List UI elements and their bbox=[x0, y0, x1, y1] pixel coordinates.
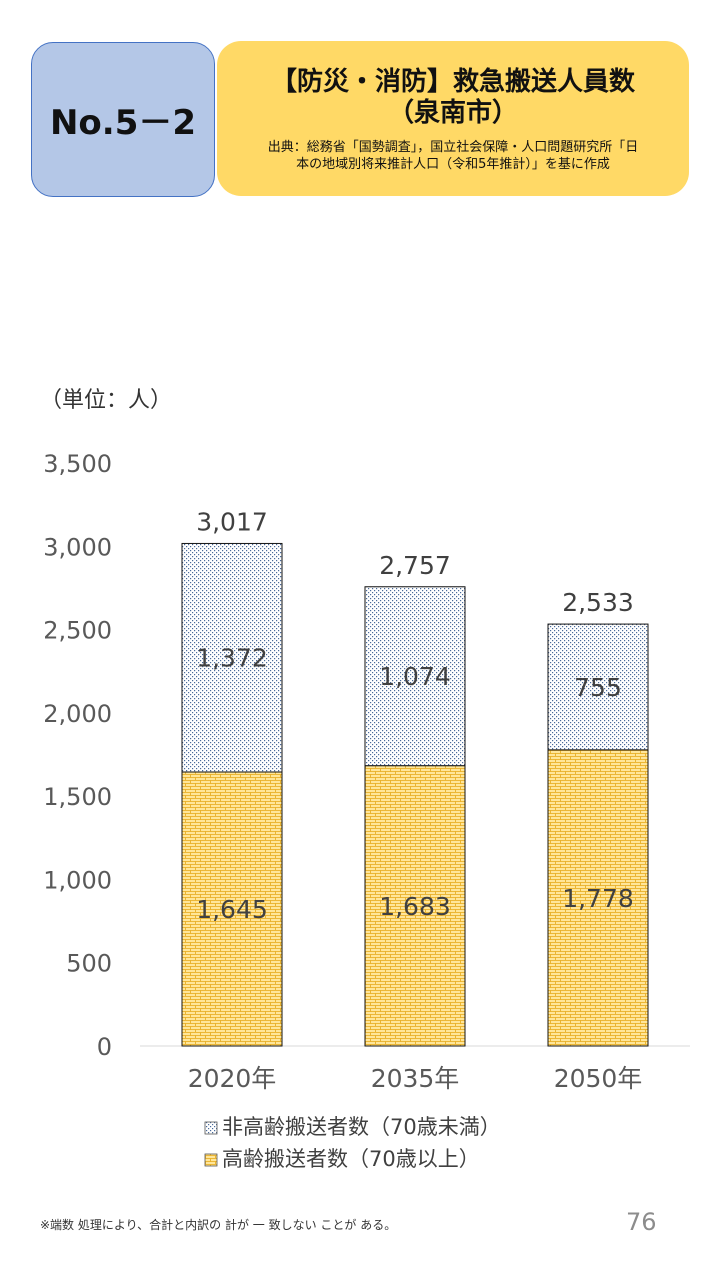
data-label-elderly: 1,683 bbox=[379, 892, 451, 921]
y-tick-label: 500 bbox=[66, 950, 112, 978]
bar-non-elderly bbox=[181, 542, 283, 773]
bar-non-elderly bbox=[547, 623, 649, 751]
footnote: ※端数 処理により、合計と内訳の 計が 一 致しない ことが ある。 bbox=[40, 1218, 397, 1232]
chart-title-line1: 【防災・消防】救急搬送人員数 bbox=[270, 67, 635, 97]
x-tick-label: 2020年 bbox=[188, 1064, 277, 1093]
stacked-bar-chart: 0 500 1,000 1,500 2,000 2,500 3,000 3,500 1,645… bbox=[43, 450, 690, 1171]
chart-number: No.5－2 bbox=[49, 103, 197, 143]
y-axis: 0 500 1,000 1,500 2,000 2,500 3,000 3,500 bbox=[43, 450, 690, 1061]
data-label-non-elderly: 1,372 bbox=[196, 644, 268, 673]
bars: 1,645 1,372 3,017 1,683 1,074 2,757 1,778 755 2,… bbox=[181, 507, 649, 1047]
data-label-total: 2,757 bbox=[379, 551, 451, 580]
source-note-line2: 本の地域別将来推計人口（令和5年推計）」を基に作成 bbox=[296, 157, 610, 172]
data-label-elderly: 1,645 bbox=[196, 895, 268, 924]
title-box: 【防災・消防】救急搬送人員数 （泉南市） 出典：総務省「国勢調査」，国立社会保障… bbox=[217, 41, 689, 196]
data-label-non-elderly: 755 bbox=[574, 673, 622, 702]
x-tick-label: 2050年 bbox=[554, 1064, 643, 1093]
y-tick-label: 3,000 bbox=[43, 533, 112, 561]
bar-elderly bbox=[364, 765, 466, 1047]
legend-swatch bbox=[204, 1121, 218, 1135]
data-label-total: 3,017 bbox=[196, 507, 268, 536]
unit-label: （単位：人） bbox=[40, 388, 173, 413]
chart-number-badge: No.5－2 bbox=[31, 42, 215, 197]
page-number: 76 bbox=[626, 1208, 657, 1236]
data-label-elderly: 1,778 bbox=[562, 884, 634, 913]
chart-title: 【防災・消防】救急搬送人員数 （泉南市） bbox=[229, 67, 677, 129]
legend-label: 非高齢搬送者数（70歳未満） bbox=[222, 1115, 501, 1139]
legend: 非高齢搬送者数（70歳未満） 高齢搬送者数（70歳以上） bbox=[204, 1115, 501, 1171]
x-tick-label: 2035年 bbox=[371, 1064, 460, 1093]
y-tick-label: 2,000 bbox=[43, 700, 112, 728]
y-tick-label: 2,500 bbox=[43, 617, 112, 645]
data-label-non-elderly: 1,074 bbox=[379, 662, 451, 691]
y-tick-label: 0 bbox=[97, 1033, 112, 1061]
y-tick-label: 1,500 bbox=[43, 783, 112, 811]
bar-elderly bbox=[547, 749, 649, 1047]
legend-label: 高齢搬送者数（70歳以上） bbox=[222, 1147, 480, 1171]
legend-swatch bbox=[204, 1153, 218, 1167]
data-label-total: 2,533 bbox=[562, 588, 634, 617]
chart-title-line2: （泉南市） bbox=[387, 98, 518, 128]
bar-elderly bbox=[181, 771, 283, 1047]
y-tick-label: 3,500 bbox=[43, 450, 112, 478]
source-note-line1: 出典：総務省「国勢調査」，国立社会保障・人口問題研究所「日 bbox=[267, 140, 639, 155]
x-axis: 2020年 2035年 2050年 bbox=[188, 1064, 643, 1093]
source-note: 出典：総務省「国勢調査」，国立社会保障・人口問題研究所「日 本の地域別将来推計人… bbox=[229, 139, 677, 173]
y-tick-label: 1,000 bbox=[43, 866, 112, 894]
bar-non-elderly bbox=[364, 586, 466, 767]
